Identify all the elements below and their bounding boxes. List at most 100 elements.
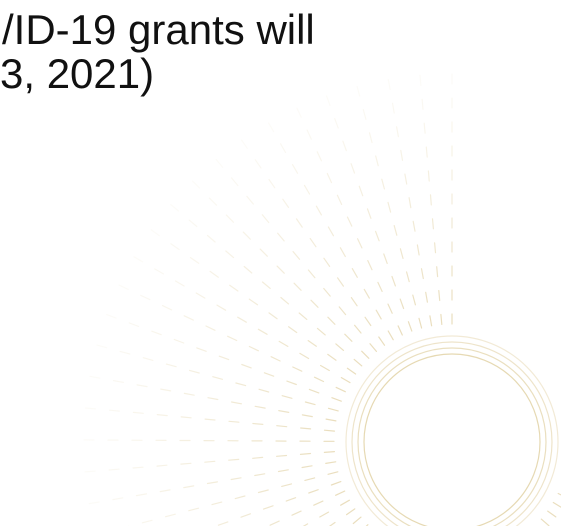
sunburst-ray-dash [421,98,424,110]
sunburst-ray-dash [420,268,424,280]
sunburst-ray-dash [326,172,333,184]
sunburst-ray-dash [261,281,271,289]
sunburst-ray-dash [276,425,288,428]
sunburst-ray-dash [416,244,420,256]
sunburst-ray-dash [425,146,428,158]
sunburst-ray-dash [438,290,441,302]
sunburst-ray-dash [393,225,398,236]
sunburst-ray-dash [367,260,373,271]
slide-title-line-2: 3, 2021) [0,50,155,97]
sunburst-ray-dash [331,397,342,402]
sunburst-ray-dash [326,95,331,107]
sunburst-ray-dash [327,407,339,412]
sunburst-ray-dash [387,201,392,213]
sunburst-ray-dash [136,384,148,388]
sunburst-ray-dash [399,248,404,259]
sunburst-ray-dash [246,195,254,205]
sunburst-ray-dash [204,418,216,421]
sunburst-ray-dash [377,281,383,292]
sunburst-ray-dash [173,338,185,344]
sunburst-ray-dash [440,313,443,325]
sunburst-ray-dash [313,500,324,506]
sunburst-ray-dash [350,297,358,307]
sunburst-ray-dash [399,298,405,310]
sunburst-ray-dash [183,392,195,396]
sunburst-ray-dash [281,395,293,399]
sunburst-ray-dash [188,219,198,228]
sunburst-ray-dash [319,511,330,518]
sunburst-ray-dash [204,460,216,463]
sunburst-ray-dash [423,122,426,134]
sunburst-ray-dash [375,309,382,320]
sunburst-rings [345,335,559,526]
sunburst-ray-dash [276,454,288,457]
sunburst-ray-dash [301,414,313,418]
slide-title: /ID-19 grants will 3, 2021) [0,8,561,96]
sunburst-ray-dash [252,456,264,459]
sunburst-ray-dash [429,194,432,206]
sunburst-ray-dash [306,129,312,140]
sunburst-ray-dash [308,388,320,394]
sunburst-ray-dash [132,411,144,414]
sunburst-ray-dash [112,497,124,501]
sunburst-ray-dash [337,277,344,287]
sunburst-ray-dash [320,364,330,372]
sunburst-ray-dash [268,312,278,320]
sunburst-ray-dash [293,282,302,291]
sunburst-ray-dash [189,257,200,264]
sunburst-ray-dash [180,462,192,465]
sunburst-ray-dash [336,194,343,205]
sunburst-ray-dash [358,185,364,197]
sunburst-ray-dash [235,382,247,387]
sunburst-ray-dash [366,208,372,219]
sunburst-ray-dash [170,204,180,212]
sunburst-ray-dash [195,292,206,299]
sunburst-ray-dash [301,465,313,469]
sunburst-ray-dash [270,356,281,362]
sunburst-ray-dash [277,232,285,242]
sunburst-rays [83,73,561,526]
sunburst-ray-dash [303,184,311,195]
sunburst-ray-dash [408,197,412,209]
sunburst-ray-dash [288,326,298,334]
sunburst-ray-dash [280,296,290,305]
sunburst-ray-dash [436,266,439,278]
sunburst-ray-dash [258,388,270,393]
sunburst-ray-dash [364,316,372,327]
sunburst-ray-dash [300,427,312,430]
sunburst-ray-dash [356,85,361,97]
sunburst-ray-dash [268,122,275,133]
sunburst-ray-dash [323,287,331,297]
sunburst-ray-dash [404,173,408,185]
sunburst-ray-dash [254,159,262,169]
sunburst-ray-dash [391,275,396,287]
sunburst-ray-dash [231,401,242,405]
sunburst-ray-dash [346,216,353,227]
sunburst-ray-dash [299,352,310,360]
sunburst-ring [351,341,553,526]
sunburst-ray-dash [248,298,259,306]
sunburst-ray-dash [346,508,356,516]
sunburst-ray-dash [407,321,413,332]
sunburst-ray-dash [346,367,357,375]
sunburst-ray-dash [309,237,317,248]
sunburst-ray-dash [291,510,302,516]
sunburst-ray-dash [237,316,247,323]
sunburst-ray-dash [230,177,239,187]
sunburst-ray-dash [154,268,164,275]
sunburst-ray-dash [323,257,331,267]
sunburst-ray-dash [313,376,325,383]
sunburst-ray-dash [434,242,437,254]
sunburst-ray-dash [84,407,97,410]
sunburst-ray-dash [241,139,248,149]
sunburst-ray-dash [241,363,252,369]
sunburst-ray-dash [352,516,362,525]
sunburst-ray-dash [412,220,416,232]
sunburst-ray-dash [323,429,336,432]
sunburst-ray-dash [412,294,416,306]
sunburst-ray-dash [150,229,160,237]
sunburst-ray-dash [240,513,251,518]
sunburst-ray-dash [228,420,240,423]
